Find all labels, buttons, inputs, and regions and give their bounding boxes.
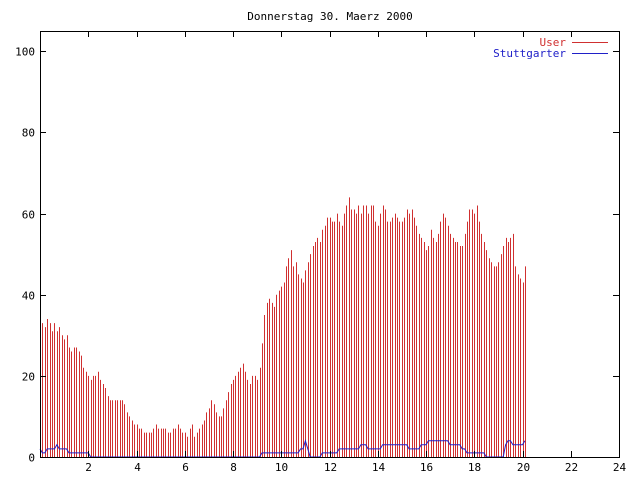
chart-title: Donnerstag 30. Maerz 2000 (247, 10, 413, 23)
x-tick-label: 16 (420, 461, 433, 474)
y-axis: 0 20 40 60 80 100 (15, 46, 619, 465)
x-axis: 2 4 6 8 10 12 14 16 18 20 22 24 (85, 31, 626, 474)
x-tick-label: 12 (324, 461, 337, 474)
y-tick-label: 40 (22, 290, 35, 303)
legend: User Stuttgarter (493, 36, 608, 60)
y-tick-label: 100 (15, 46, 35, 59)
y-tick-label: 80 (22, 127, 35, 140)
y-tick-label: 20 (22, 371, 35, 384)
x-tick-label: 10 (275, 461, 288, 474)
x-tick-label: 2 (85, 461, 92, 474)
x-tick-label: 24 (613, 461, 627, 474)
plot-area (39, 31, 620, 458)
y-tick-label: 60 (22, 209, 35, 222)
x-tick-label: 20 (517, 461, 530, 474)
y-tick-label: 0 (28, 452, 35, 465)
x-tick-label: 18 (468, 461, 481, 474)
x-tick-label: 8 (230, 461, 237, 474)
user-bars (40, 197, 526, 457)
legend-label-stuttgarter: Stuttgarter (493, 47, 566, 60)
x-tick-label: 14 (372, 461, 386, 474)
x-tick-label: 6 (182, 461, 189, 474)
legend-label-user: User (540, 36, 567, 49)
x-tick-label: 22 (565, 461, 578, 474)
x-tick-label: 4 (134, 461, 141, 474)
